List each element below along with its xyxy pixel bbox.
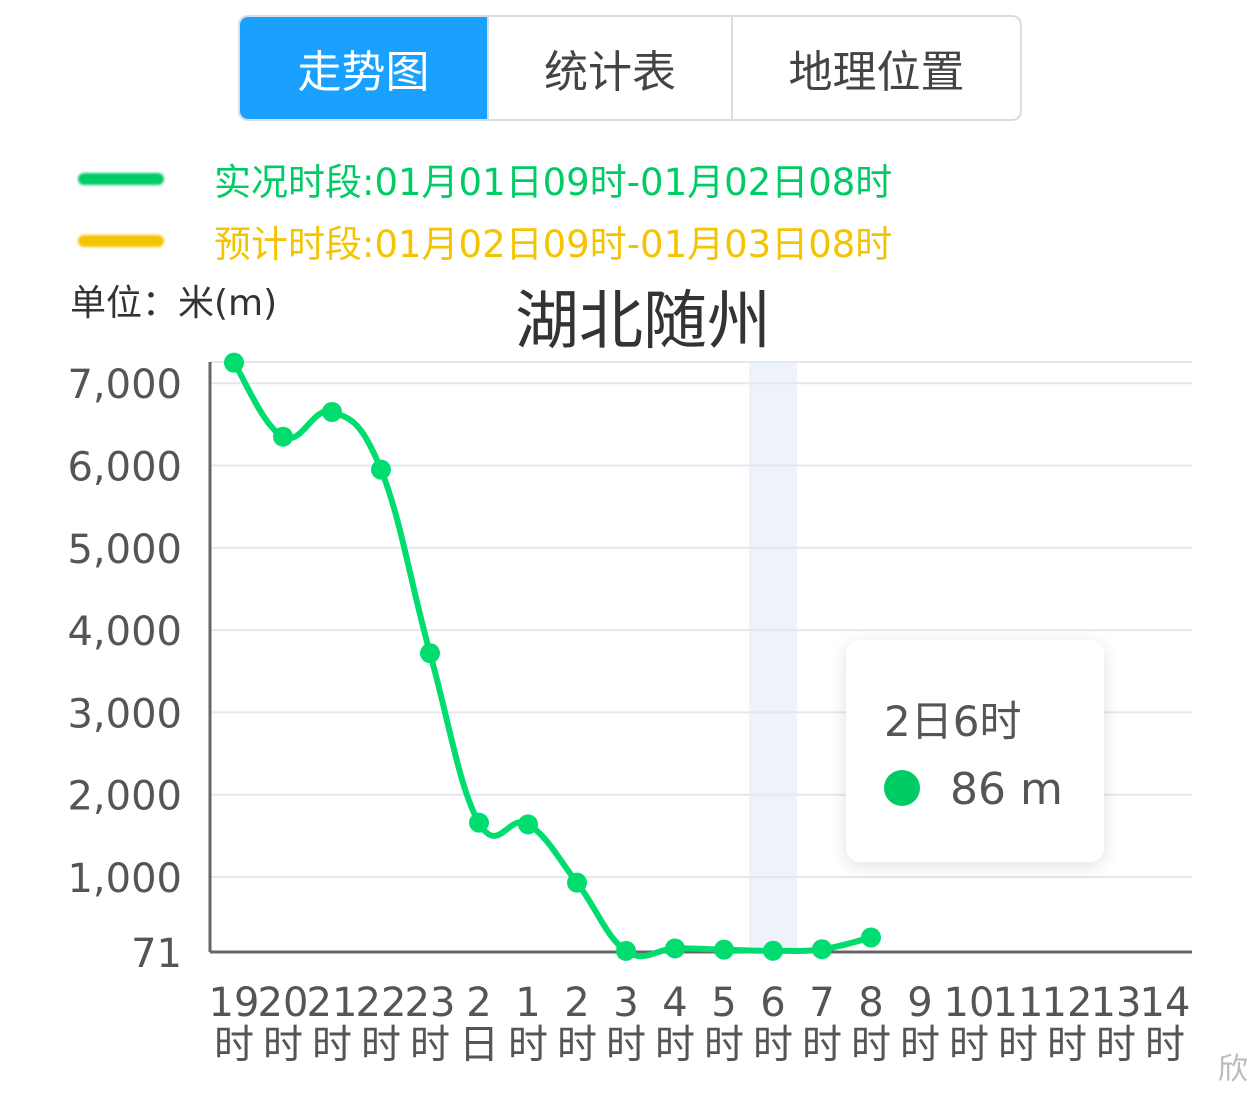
y-tick-label: 7,000 bbox=[67, 362, 182, 408]
chart-title: 湖北随州 bbox=[515, 285, 771, 359]
x-tick-label: 2 bbox=[564, 980, 589, 1026]
x-tick-unit: 时 bbox=[557, 1022, 597, 1068]
x-tick-unit: 时 bbox=[1047, 1022, 1087, 1068]
x-tick-label: 3 bbox=[613, 980, 638, 1026]
x-tick-label: 9 bbox=[907, 980, 932, 1026]
x-tick-unit: 时 bbox=[361, 1022, 401, 1068]
x-tick-unit: 时 bbox=[851, 1022, 891, 1068]
legend-swatch-forecast bbox=[78, 235, 164, 247]
x-tick-unit: 时 bbox=[1145, 1022, 1185, 1068]
x-tick-label: 1 bbox=[515, 980, 540, 1026]
x-tick-label: 2 bbox=[466, 980, 491, 1026]
x-tick-unit: 时 bbox=[263, 1022, 303, 1068]
tooltip-value: 86 m bbox=[950, 764, 1063, 815]
y-tick-label: 6,000 bbox=[67, 445, 182, 491]
x-tick-unit: 时 bbox=[508, 1022, 548, 1068]
y-tick-label: 3,000 bbox=[67, 691, 182, 737]
watermark: 欣 bbox=[1218, 1052, 1248, 1087]
x-tick-unit: 日 bbox=[459, 1022, 499, 1068]
y-tick-label: 5,000 bbox=[67, 527, 182, 573]
x-tick-label: 5 bbox=[711, 980, 736, 1026]
x-tick-label: 22 bbox=[356, 980, 407, 1026]
x-tick-label: 19 bbox=[209, 980, 260, 1026]
data-point bbox=[616, 940, 636, 961]
x-tick-label: 10 bbox=[944, 980, 995, 1026]
x-tick-label: 13 bbox=[1091, 980, 1142, 1026]
legend-observed: 实况时段:01月01日09时-01月02日08时 bbox=[78, 152, 892, 206]
data-point bbox=[763, 940, 783, 961]
x-tick-unit: 时 bbox=[998, 1022, 1038, 1068]
tab-trend[interactable]: 走势图 bbox=[240, 17, 487, 119]
legend-forecast-label: 预计时段:01月02日09时-01月03日08时 bbox=[214, 223, 893, 266]
legend-observed-label: 实况时段:01月01日09时-01月02日08时 bbox=[214, 161, 893, 204]
data-point bbox=[665, 938, 685, 959]
data-point bbox=[567, 872, 587, 893]
data-point bbox=[518, 814, 538, 835]
data-point bbox=[861, 927, 881, 948]
x-tick-unit: 时 bbox=[214, 1022, 254, 1068]
tooltip-series-dot bbox=[884, 770, 920, 806]
x-tick-label: 11 bbox=[993, 980, 1044, 1026]
x-tick-unit: 时 bbox=[655, 1022, 695, 1068]
data-point bbox=[273, 426, 293, 447]
x-tick-label: 7 bbox=[809, 980, 834, 1026]
x-tick-unit: 时 bbox=[410, 1022, 450, 1068]
data-point bbox=[420, 643, 440, 664]
x-tick-label: 4 bbox=[662, 980, 687, 1026]
data-point bbox=[322, 402, 342, 423]
highlight-band bbox=[749, 362, 797, 952]
data-point bbox=[371, 459, 391, 480]
x-tick-unit: 时 bbox=[802, 1022, 842, 1068]
data-point bbox=[714, 939, 734, 960]
tab-stats-table[interactable]: 统计表 bbox=[487, 17, 731, 119]
unit-label: 单位：米(m) bbox=[70, 283, 278, 324]
x-tick-label: 6 bbox=[760, 980, 785, 1026]
tooltip-time: 2日6时 bbox=[884, 697, 1022, 746]
x-tick-label: 20 bbox=[258, 980, 309, 1026]
tab-location[interactable]: 地理位置 bbox=[731, 17, 1020, 119]
x-tick-unit: 时 bbox=[1096, 1022, 1136, 1068]
x-tick-label: 14 bbox=[1140, 980, 1191, 1026]
x-tick-unit: 时 bbox=[312, 1022, 352, 1068]
y-tick-label: 2,000 bbox=[67, 774, 182, 820]
view-tabs: 走势图 统计表 地理位置 bbox=[238, 15, 1022, 121]
legend-swatch-observed bbox=[78, 173, 164, 185]
x-tick-unit: 时 bbox=[949, 1022, 989, 1068]
x-tick-label: 8 bbox=[858, 980, 883, 1026]
data-tooltip: 2日6时 86 m bbox=[846, 640, 1104, 862]
x-tick-unit: 时 bbox=[900, 1022, 940, 1068]
legend-forecast: 预计时段:01月02日09时-01月03日08时 bbox=[78, 214, 892, 268]
data-point bbox=[812, 939, 832, 960]
x-tick-unit: 时 bbox=[704, 1022, 744, 1068]
data-point bbox=[224, 352, 244, 373]
y-tick-label: 71 bbox=[131, 931, 182, 977]
x-tick-label: 23 bbox=[405, 980, 456, 1026]
x-tick-unit: 时 bbox=[606, 1022, 646, 1068]
y-tick-label: 1,000 bbox=[67, 856, 182, 902]
x-tick-label: 12 bbox=[1042, 980, 1093, 1026]
data-point bbox=[469, 812, 489, 833]
y-tick-label: 4,000 bbox=[67, 609, 182, 655]
x-tick-unit: 时 bbox=[753, 1022, 793, 1068]
x-tick-label: 21 bbox=[307, 980, 358, 1026]
